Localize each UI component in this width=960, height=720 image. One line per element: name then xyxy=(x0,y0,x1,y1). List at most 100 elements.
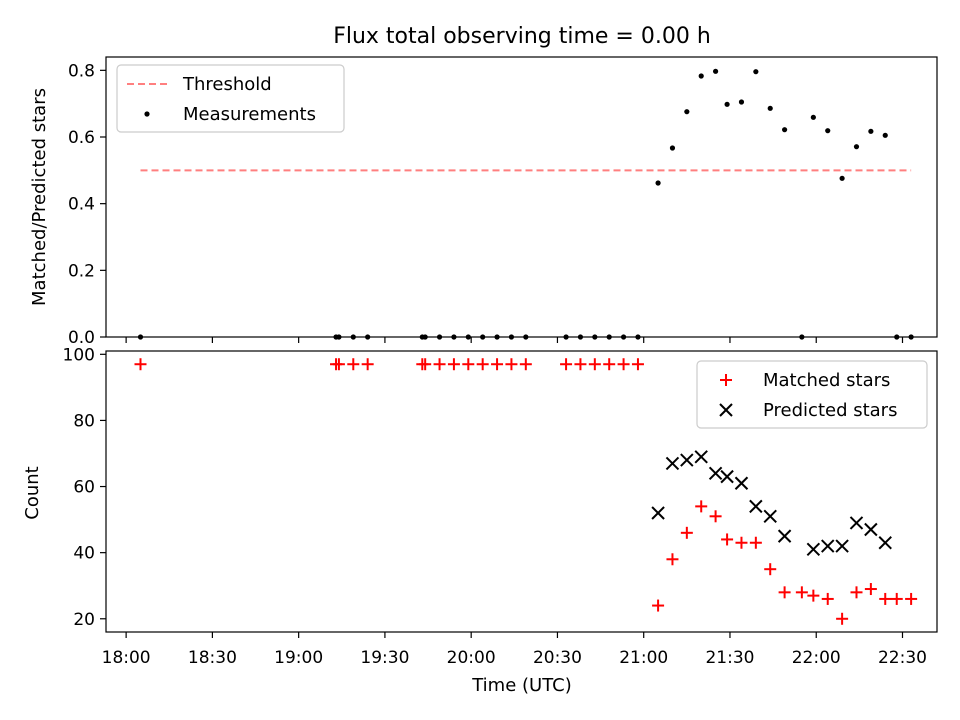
predicted-stars-point xyxy=(763,509,777,524)
measurement-point xyxy=(684,109,690,115)
matched-stars-point xyxy=(476,358,489,371)
measurement-point xyxy=(868,128,874,134)
bottom-y-tick-label: 100 xyxy=(63,345,95,365)
measurements-legend-marker xyxy=(144,111,150,117)
measurement-point xyxy=(853,144,860,150)
bottom-legend: Matched stars Predicted stars xyxy=(696,360,928,429)
x-tick-label: 19:30 xyxy=(360,648,409,668)
measurement-point xyxy=(810,114,816,120)
measurement-point xyxy=(767,105,773,111)
matched-stars-point xyxy=(695,500,708,513)
x-tick-label: 20:00 xyxy=(447,648,496,668)
matched-stars-point xyxy=(603,358,616,371)
top-y-tick-label: 0.8 xyxy=(68,61,95,81)
predicted-stars-point xyxy=(821,539,835,553)
bottom-y-tick-label: 60 xyxy=(73,478,95,498)
bottom-y-tick-label: 20 xyxy=(73,610,95,630)
matched-stars-point xyxy=(807,589,820,602)
matched-stars-point xyxy=(905,592,918,605)
matched-stars-point xyxy=(134,358,147,371)
predicted-stars-point xyxy=(878,536,892,550)
matched-stars-point xyxy=(836,612,849,625)
top-panel: 0.0 0.2 0.4 0.6 0.8 xyxy=(68,56,938,348)
measurement-point xyxy=(698,73,704,79)
predicted-legend-label: Predicted stars xyxy=(763,400,897,421)
x-tick-label: 18:30 xyxy=(188,648,237,668)
predicted-stars-point xyxy=(835,539,849,553)
predicted-stars-point xyxy=(777,529,792,543)
top-y-tick-label: 0.2 xyxy=(68,261,95,281)
measurement-point xyxy=(782,127,788,133)
matched-stars-point xyxy=(433,358,446,371)
measurement-point xyxy=(712,68,719,74)
matched-stars-point xyxy=(749,536,762,549)
matched-stars-point xyxy=(795,586,808,599)
threshold-legend-label: Threshold xyxy=(182,74,272,95)
matched-stars-point xyxy=(574,358,587,371)
matched-stars-point xyxy=(652,599,665,612)
matched-stars-point xyxy=(879,592,892,605)
bottom-panel: 20 40 60 80 100 18:00 18:30 19:00 19:30 20:00 20:3… xyxy=(63,345,938,668)
matched-stars-point xyxy=(505,358,518,371)
measurement-point xyxy=(738,99,745,105)
bottom-y-tick-label: 40 xyxy=(73,544,95,564)
predicted-stars-point xyxy=(720,469,734,484)
predicted-stars-point xyxy=(734,476,749,490)
matched-stars-point xyxy=(617,358,630,371)
matched-stars-point xyxy=(332,358,345,371)
predicted-legend-marker xyxy=(719,403,733,417)
matched-stars-point xyxy=(666,553,679,566)
bottom-legend-box xyxy=(696,360,928,429)
top-axes-frame xyxy=(105,56,938,338)
top-legend: Threshold Measurements xyxy=(116,64,345,133)
x-tick-label: 20:30 xyxy=(533,648,582,668)
x-tick-label: 19:00 xyxy=(274,648,323,668)
predicted-stars-point xyxy=(849,516,864,530)
x-tick-label: 21:30 xyxy=(705,648,754,668)
top-y-tick-label: 0.4 xyxy=(68,195,95,215)
matched-stars-point xyxy=(709,510,722,523)
matched-stars-point xyxy=(735,536,748,549)
predicted-stars-point xyxy=(651,506,665,520)
matched-stars-point xyxy=(560,358,573,371)
predicted-stars-point xyxy=(864,522,878,537)
matched-stars-point xyxy=(631,358,644,371)
predicted-stars-point xyxy=(665,456,680,471)
matched-stars-point xyxy=(864,583,877,596)
measurement-point xyxy=(825,128,831,134)
bottom-y-tick-label: 80 xyxy=(73,411,95,431)
bottom-axes-frame xyxy=(105,350,938,633)
x-tick-label: 18:00 xyxy=(102,648,151,668)
top-y-tick-label: 0.0 xyxy=(68,328,95,348)
bottom-y-axis-label: Count xyxy=(22,466,43,519)
matched-stars-point xyxy=(821,592,834,605)
matched-stars-point xyxy=(680,526,693,539)
matched-stars-point xyxy=(419,358,432,371)
matched-legend-marker xyxy=(720,374,732,386)
matched-stars-point xyxy=(347,358,360,371)
x-axis-label: Time (UTC) xyxy=(471,675,572,696)
matched-stars-point xyxy=(588,358,601,371)
top-chart-title: Flux total observing time = 0.00 h xyxy=(333,24,711,49)
measurement-point xyxy=(882,132,888,138)
top-y-tick-label: 0.6 xyxy=(68,128,95,148)
matched-stars-point xyxy=(491,358,504,371)
measurement-point xyxy=(655,180,661,186)
x-tick-label: 22:30 xyxy=(878,648,927,668)
measurement-point xyxy=(839,175,845,181)
x-tick-label: 21:00 xyxy=(619,648,668,668)
matched-stars-point xyxy=(519,358,532,371)
matched-stars-point xyxy=(850,586,863,599)
predicted-stars-point xyxy=(680,453,694,467)
matched-stars-point xyxy=(447,358,460,371)
top-legend-box xyxy=(116,64,345,133)
matched-stars-point xyxy=(890,592,903,605)
measurement-point xyxy=(724,101,730,107)
matched-stars-point xyxy=(361,358,374,371)
top-y-axis-label: Matched/Predicted stars xyxy=(29,88,50,306)
predicted-stars-point xyxy=(708,466,723,481)
x-tick-label: 22:00 xyxy=(792,648,841,668)
measurements-legend-label: Measurements xyxy=(183,104,316,125)
matched-legend-label: Matched stars xyxy=(763,370,890,391)
